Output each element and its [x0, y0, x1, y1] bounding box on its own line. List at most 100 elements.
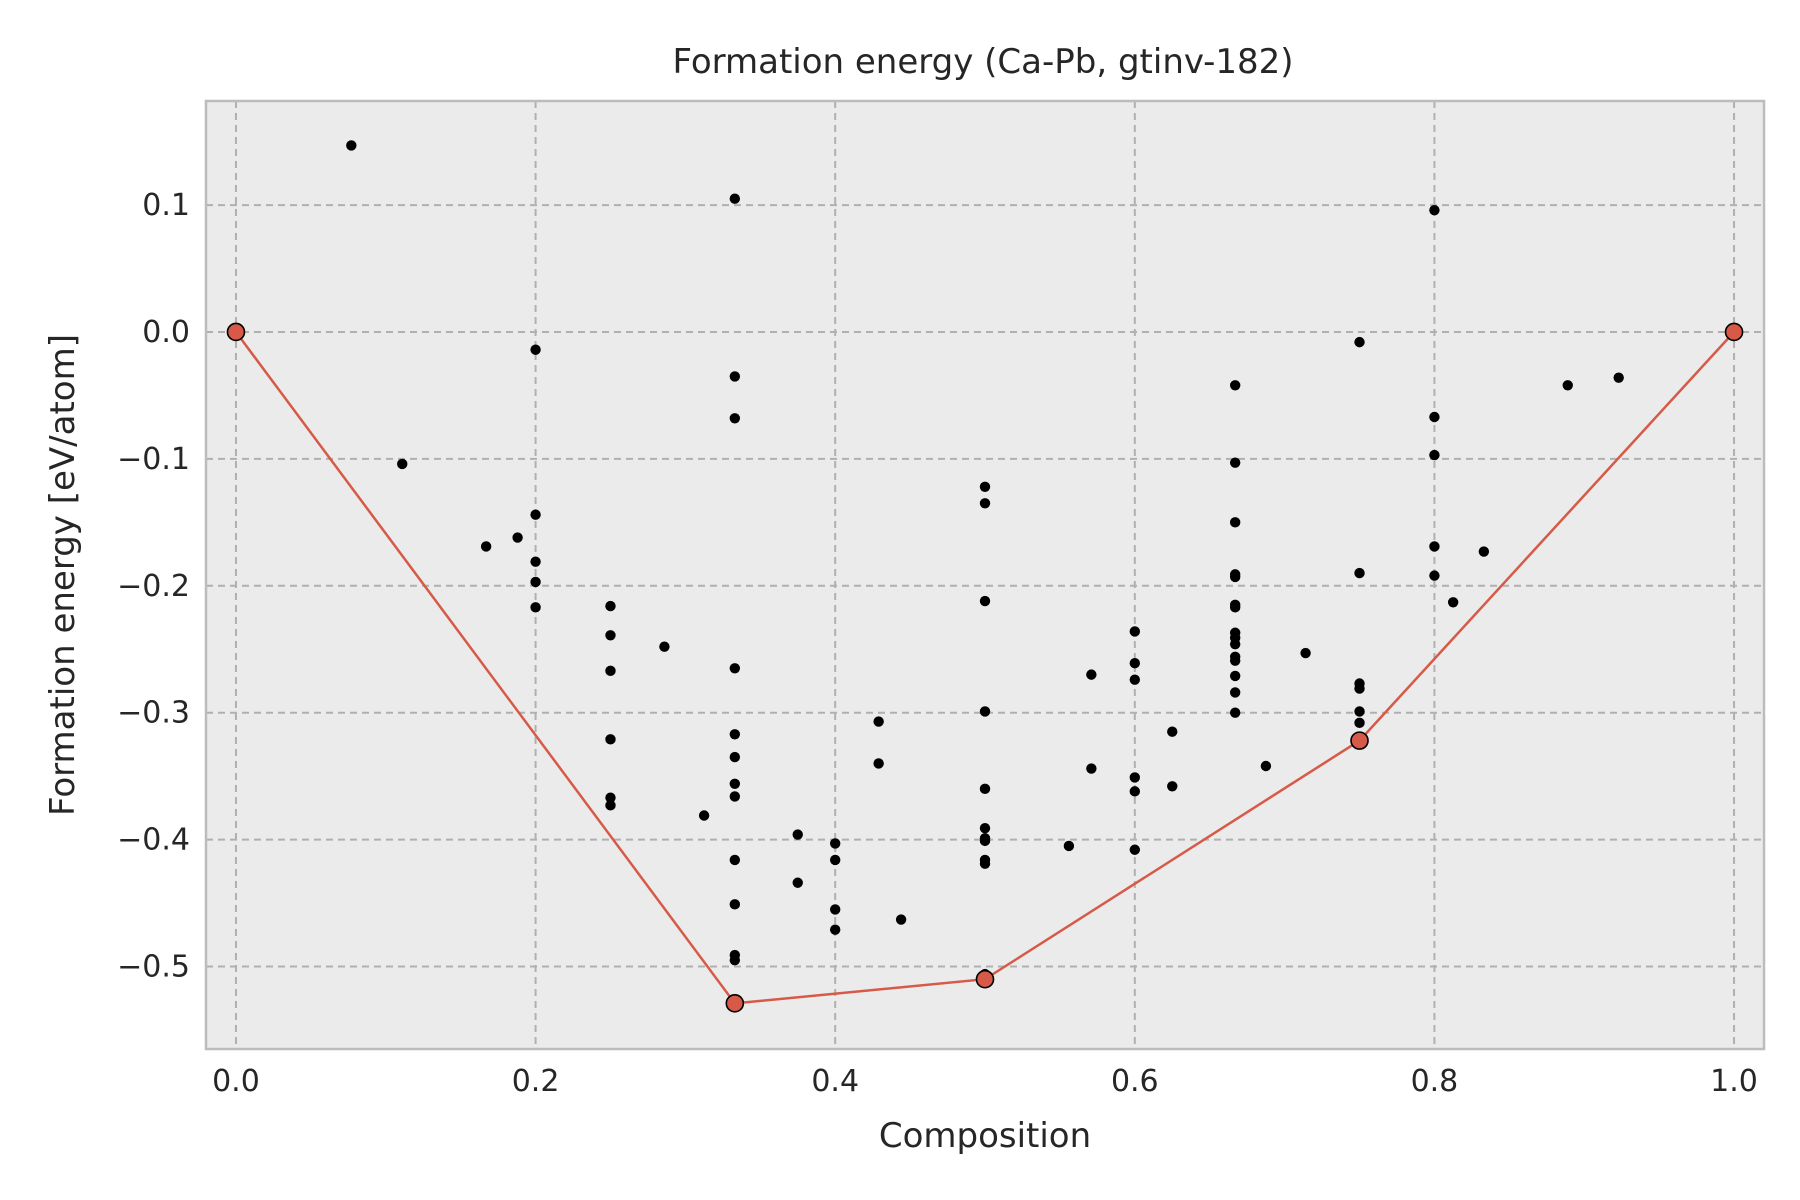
structure-point	[895, 914, 907, 925]
structure-point	[1229, 638, 1241, 650]
structure-point	[1447, 597, 1459, 608]
structure-point	[1129, 786, 1141, 797]
structure-point	[979, 822, 991, 834]
x-tick-label: 0.0	[212, 1064, 260, 1099]
y-tick-label: 0.1	[142, 188, 190, 223]
structure-point	[659, 641, 670, 652]
plot-area	[206, 101, 1764, 1049]
structure-point	[1429, 411, 1440, 423]
structure-point	[1260, 760, 1272, 772]
y-axis-label: Formation energy [eV/atom]	[43, 334, 83, 816]
structure-point	[729, 854, 741, 866]
y-tick-label: −0.2	[117, 569, 190, 604]
structure-point	[605, 630, 616, 641]
structure-point	[1167, 726, 1178, 737]
structure-point	[512, 532, 523, 543]
structure-point	[873, 716, 884, 727]
structure-point	[1129, 844, 1141, 855]
structure-point	[1129, 674, 1141, 685]
y-tick-label: −0.3	[117, 696, 190, 731]
structure-point	[1354, 717, 1365, 729]
structure-point	[729, 729, 741, 740]
y-tick-label: −0.4	[117, 823, 190, 858]
x-tick-label: 0.4	[811, 1064, 859, 1099]
x-tick-label: 1.0	[1710, 1064, 1758, 1099]
structure-point	[1129, 626, 1141, 637]
structure-point	[792, 877, 803, 888]
structure-point	[979, 595, 991, 607]
structure-point	[530, 556, 541, 567]
structure-point	[729, 954, 741, 966]
structure-point	[1086, 763, 1097, 774]
structure-point	[829, 904, 841, 915]
grid-lines	[206, 101, 1764, 1049]
structure-point	[605, 734, 616, 745]
structure-point	[1562, 380, 1573, 391]
structure-point	[979, 498, 991, 509]
structure-point	[729, 193, 741, 204]
structure-point	[397, 458, 408, 470]
structure-points	[346, 140, 1624, 980]
hull-points	[226, 322, 1744, 1013]
structure-point	[1167, 781, 1178, 792]
structure-point	[1229, 687, 1241, 698]
structure-point	[1429, 449, 1440, 461]
y-tick-label: −0.1	[117, 442, 190, 477]
structure-point	[979, 835, 991, 847]
structure-point	[346, 140, 357, 151]
structure-point	[1229, 457, 1241, 468]
y-tick-labels: 0.1 0.0 −0.1 −0.2 −0.3 −0.4 −0.5	[117, 188, 190, 984]
structure-point	[1129, 772, 1141, 783]
structure-point	[1354, 683, 1365, 694]
structure-point	[729, 371, 741, 382]
structure-point	[729, 751, 741, 763]
x-axis-label: Composition	[879, 1116, 1091, 1156]
x-tick-label: 0.8	[1411, 1064, 1459, 1099]
structure-point	[1429, 570, 1440, 581]
structure-point	[1086, 669, 1097, 680]
structure-point	[530, 509, 541, 520]
y-tick-label: −0.5	[117, 950, 190, 985]
structure-point	[530, 602, 541, 613]
structure-point	[979, 481, 991, 492]
structure-point	[1300, 647, 1311, 659]
chart-title: Formation energy (Ca-Pb, gtinv-182)	[672, 42, 1293, 82]
structure-point	[979, 783, 991, 795]
structure-point	[829, 838, 841, 849]
hull-point	[1350, 731, 1369, 750]
structure-point	[729, 663, 741, 674]
structure-point	[605, 600, 616, 612]
structure-point	[873, 758, 884, 769]
structure-point	[729, 413, 741, 424]
structure-point	[1354, 706, 1365, 717]
structure-point	[829, 854, 841, 866]
structure-point	[792, 829, 803, 840]
structure-point	[729, 791, 741, 802]
structure-point	[1229, 571, 1241, 583]
structure-point	[829, 924, 841, 935]
x-tick-label: 0.6	[1111, 1064, 1159, 1099]
structure-point	[605, 665, 616, 677]
structure-point	[979, 858, 991, 869]
x-tick-labels: 0.0 0.2 0.4 0.6 0.8 1.0	[212, 1064, 1758, 1099]
structure-point	[1613, 372, 1624, 383]
structure-point	[1229, 380, 1241, 391]
hull-point	[226, 322, 246, 342]
structure-point	[729, 899, 741, 910]
structure-point	[979, 706, 991, 717]
plot-frame	[204, 99, 1766, 1051]
structure-point	[605, 792, 616, 803]
structure-point	[1429, 541, 1440, 552]
structure-point	[1354, 336, 1365, 348]
structure-point	[1229, 707, 1241, 718]
structure-point	[1354, 567, 1365, 579]
x-tick-label: 0.2	[512, 1064, 560, 1099]
structure-point	[480, 541, 492, 552]
structure-point	[1229, 517, 1241, 528]
structure-point	[1229, 602, 1241, 613]
structure-point	[530, 576, 541, 588]
structure-point	[729, 778, 741, 789]
structure-point	[698, 810, 710, 821]
structure-point	[605, 800, 616, 811]
